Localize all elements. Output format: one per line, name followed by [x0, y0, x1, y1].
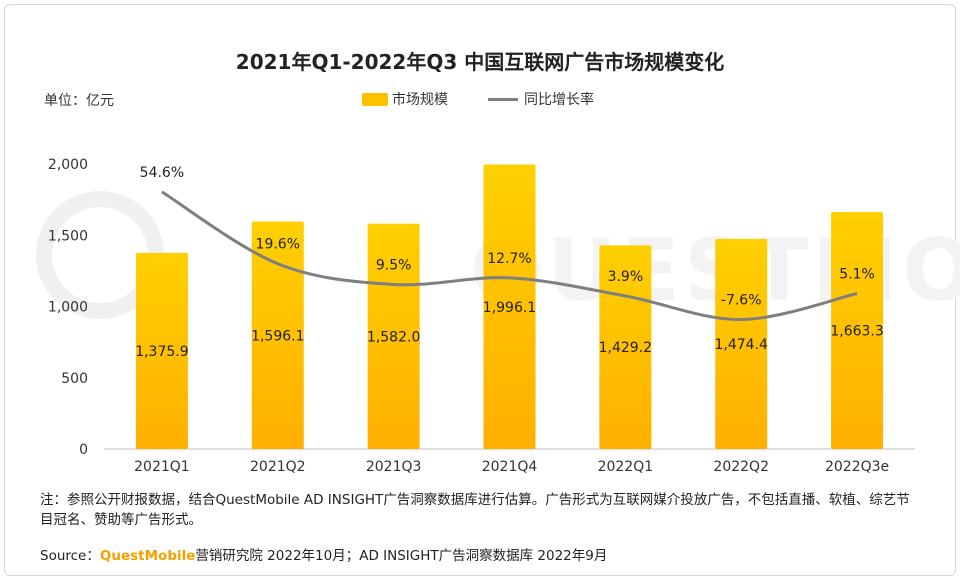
- source-line: Source：QuestMobile营销研究院 2022年10月；AD INSI…: [40, 544, 607, 564]
- bar: [367, 223, 420, 449]
- y-tick-label: 2,000: [48, 157, 88, 173]
- growth-value-label: 54.6%: [140, 165, 184, 181]
- x-tick-label: 2022Q1: [598, 459, 654, 475]
- bar-value-label: 1,429.2: [599, 340, 652, 356]
- y-tick-label: 1,000: [48, 300, 88, 316]
- bar: [715, 238, 768, 449]
- growth-value-label: 12.7%: [487, 251, 531, 267]
- bar: [483, 164, 536, 449]
- bar-value-label: 1,582.0: [367, 329, 420, 345]
- bar: [831, 211, 884, 449]
- source-brand: QuestMobile: [99, 548, 196, 564]
- legend: 市场规模 同比增长率: [362, 89, 594, 109]
- bar: [251, 221, 304, 449]
- growth-value-label: -7.6%: [721, 293, 762, 309]
- x-tick-label: 2021Q4: [482, 459, 538, 475]
- growth-line: [161, 190, 858, 322]
- chart-title: 2021年Q1-2022年Q3 中国互联网广告市场规模变化: [235, 50, 725, 74]
- bar: [599, 245, 652, 449]
- watermark-text: QUESTMOBILE: [470, 221, 960, 321]
- bar-value-label: 1,375.9: [135, 344, 188, 360]
- x-tick-label: 2021Q3: [366, 459, 422, 475]
- bar-value-label: 1,663.3: [830, 323, 883, 339]
- x-tick-label: 2021Q1: [134, 459, 190, 475]
- legend-bar-label: 市场规模: [392, 92, 448, 108]
- x-tick-label: 2022Q2: [713, 459, 769, 475]
- legend-line-swatch: [488, 97, 518, 101]
- source-rest: 营销研究院 2022年10月；AD INSIGHT广告洞察数据库 2022年9月: [195, 548, 608, 564]
- growth-value-label: 19.6%: [256, 237, 300, 253]
- chart-frame: [4, 4, 956, 576]
- y-tick-label: 0: [79, 442, 88, 458]
- growth-value-label: 9.5%: [376, 257, 412, 273]
- bar-value-label: 1,996.1: [483, 300, 536, 316]
- growth-value-label: 5.1%: [839, 266, 875, 282]
- growth-value-label: 3.9%: [608, 269, 644, 285]
- unit-label: 单位：亿元: [44, 93, 114, 109]
- y-tick-label: 500: [61, 371, 88, 387]
- y-tick-label: 1,500: [48, 228, 88, 244]
- bar: [135, 252, 188, 449]
- x-tick-label: 2022Q3e: [825, 459, 889, 475]
- bar-value-label: 1,474.4: [714, 337, 768, 353]
- legend-bar-swatch: [362, 92, 388, 106]
- legend-line-label: 同比增长率: [524, 92, 594, 108]
- bar-value-label: 1,596.1: [251, 328, 304, 344]
- source-prefix: Source：: [40, 548, 100, 564]
- footnote: 注：参照公开财报数据，结合QuestMobile AD INSIGHT广告洞察数…: [40, 492, 910, 528]
- x-tick-label: 2021Q2: [250, 459, 306, 475]
